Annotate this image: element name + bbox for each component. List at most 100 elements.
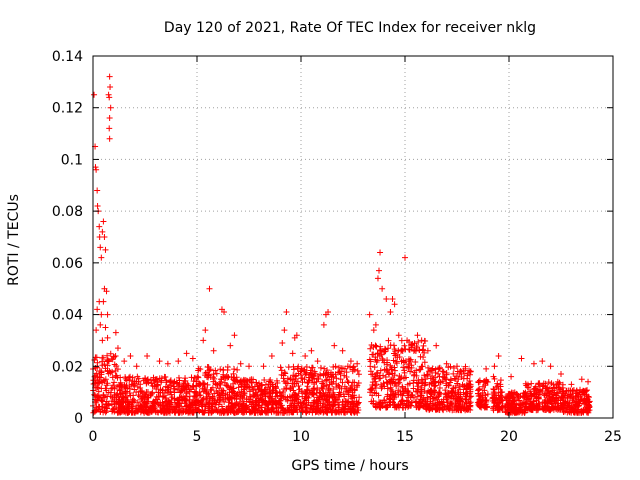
data-point xyxy=(385,337,392,344)
data-point xyxy=(416,366,423,373)
y-tick-label: 0.04 xyxy=(52,308,83,324)
data-point xyxy=(584,405,591,412)
data-point xyxy=(543,385,550,392)
x-tick-label: 5 xyxy=(193,429,202,445)
data-point xyxy=(93,327,100,334)
data-point xyxy=(432,397,439,404)
data-point xyxy=(205,407,212,414)
data-point xyxy=(408,342,415,349)
data-point xyxy=(517,393,524,400)
data-point xyxy=(366,356,373,363)
data-point xyxy=(454,403,461,410)
data-point xyxy=(281,378,288,385)
data-point xyxy=(213,387,220,394)
data-point xyxy=(442,387,449,394)
data-point xyxy=(281,369,288,376)
data-point xyxy=(279,405,286,412)
data-point xyxy=(391,301,398,308)
data-point xyxy=(298,375,305,382)
data-point xyxy=(213,370,220,377)
data-point xyxy=(326,376,333,383)
data-point xyxy=(238,377,245,384)
data-point xyxy=(197,366,204,373)
data-point xyxy=(524,396,531,403)
data-point xyxy=(104,311,111,318)
data-point xyxy=(464,375,471,382)
data-point xyxy=(308,347,315,354)
data-point xyxy=(333,408,340,415)
data-point xyxy=(259,391,266,398)
data-point xyxy=(435,393,442,400)
data-point xyxy=(144,376,151,383)
data-point xyxy=(555,384,562,391)
data-point xyxy=(210,374,217,381)
data-point xyxy=(439,368,446,375)
data-point xyxy=(138,388,145,395)
data-point xyxy=(102,324,109,331)
data-point xyxy=(381,383,388,390)
data-point xyxy=(218,388,225,395)
data-point xyxy=(350,363,357,370)
data-point xyxy=(527,390,534,397)
data-point xyxy=(220,407,227,414)
data-point xyxy=(445,399,452,406)
data-point xyxy=(144,398,151,405)
data-point xyxy=(491,363,498,370)
data-point xyxy=(324,371,331,378)
data-point xyxy=(209,408,216,415)
data-point xyxy=(137,402,144,409)
data-point xyxy=(417,366,424,373)
data-point xyxy=(98,397,105,404)
data-point xyxy=(391,346,398,353)
data-point xyxy=(447,363,454,370)
y-axis-label: ROTI / TECUs xyxy=(6,194,22,286)
data-point xyxy=(475,393,482,400)
data-point xyxy=(493,402,500,409)
data-point xyxy=(374,275,381,282)
data-point xyxy=(401,387,408,394)
data-point xyxy=(196,382,203,389)
data-point xyxy=(422,381,429,388)
data-point xyxy=(444,402,451,409)
data-point xyxy=(404,404,411,411)
data-point xyxy=(254,407,261,414)
data-point xyxy=(128,401,135,408)
data-point xyxy=(348,382,355,389)
data-point xyxy=(376,352,383,359)
x-tick-label: 25 xyxy=(604,429,622,445)
data-point xyxy=(258,404,265,411)
data-point xyxy=(450,370,457,377)
data-point xyxy=(313,408,320,415)
data-point xyxy=(159,399,166,406)
data-point xyxy=(393,404,400,411)
data-point xyxy=(368,371,375,378)
data-point xyxy=(387,384,394,391)
data-point xyxy=(458,407,465,414)
data-point xyxy=(508,390,515,397)
data-point xyxy=(573,393,580,400)
data-point xyxy=(96,223,103,230)
data-point xyxy=(201,380,208,387)
data-point xyxy=(436,405,443,412)
data-point xyxy=(404,363,411,370)
data-point xyxy=(440,368,447,375)
data-point xyxy=(399,384,406,391)
data-point xyxy=(240,386,247,393)
data-point xyxy=(528,391,535,398)
data-point xyxy=(257,382,264,389)
data-point xyxy=(546,393,553,400)
data-point xyxy=(371,364,378,371)
data-point xyxy=(412,358,419,365)
data-point xyxy=(498,388,505,395)
data-point xyxy=(183,350,190,357)
data-point xyxy=(302,352,309,359)
data-point xyxy=(114,366,121,373)
data-point xyxy=(405,346,412,353)
data-point xyxy=(522,406,529,413)
data-point xyxy=(180,380,187,387)
data-point xyxy=(339,347,346,354)
data-point xyxy=(96,298,103,305)
data-point xyxy=(293,406,300,413)
data-point xyxy=(377,367,384,374)
data-point xyxy=(290,404,297,411)
